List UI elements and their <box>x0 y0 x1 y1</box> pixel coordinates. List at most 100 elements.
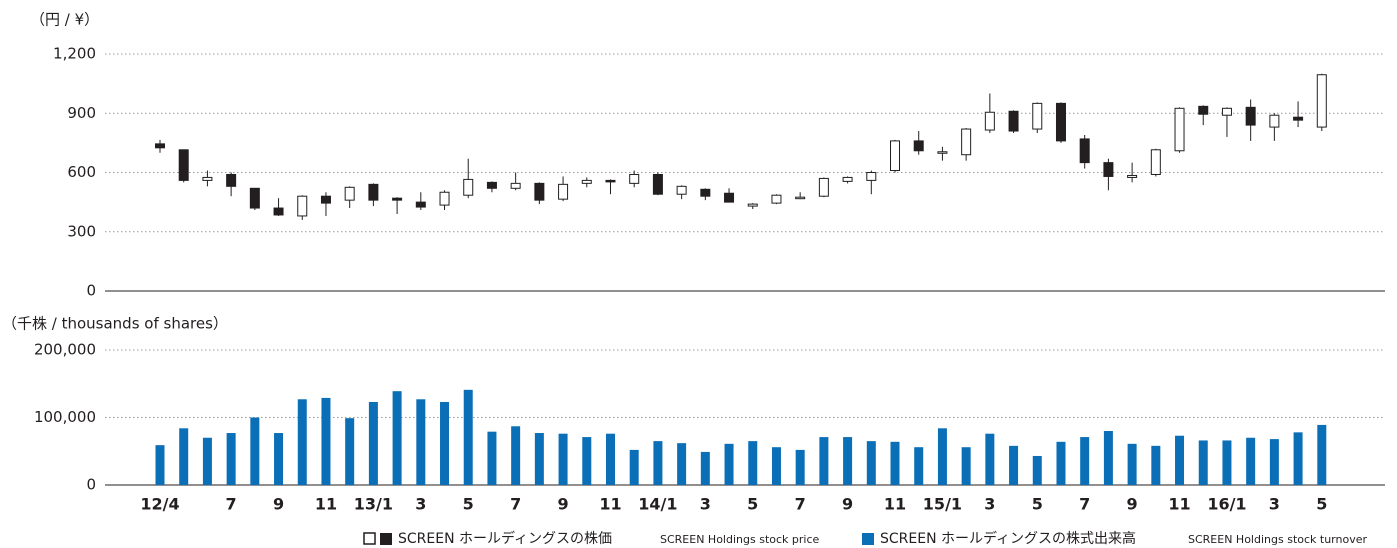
candle-body <box>368 183 379 201</box>
x-tick-label: 11 <box>884 495 906 514</box>
price-axis-title: （円 / ¥） <box>30 11 99 29</box>
candle-body <box>700 188 711 197</box>
bar <box>795 449 805 485</box>
bar <box>1009 445 1019 485</box>
candle-body <box>534 182 545 201</box>
bar <box>1317 424 1327 485</box>
candle-body <box>676 185 687 195</box>
bar <box>1198 440 1208 485</box>
bar <box>843 437 853 485</box>
bar <box>321 397 331 485</box>
candle-body <box>1316 74 1327 128</box>
candle-body <box>226 173 237 187</box>
candle-body <box>795 196 806 200</box>
candle-body <box>1198 105 1209 115</box>
bar <box>368 401 378 485</box>
x-tick-label: 14/1 <box>638 495 677 514</box>
candle-body <box>771 194 782 204</box>
bar <box>440 401 450 485</box>
candle-body <box>1269 114 1280 128</box>
candle-body <box>747 203 758 207</box>
x-tick-label: 11 <box>315 495 337 514</box>
y-tick-label: 0 <box>86 476 96 494</box>
candle-body <box>1032 102 1043 130</box>
legend-swatch-bar <box>862 533 874 545</box>
bar <box>226 433 236 485</box>
y-tick-label: 600 <box>67 163 96 181</box>
y-tick-label: 900 <box>67 104 96 122</box>
y-tick-label: 1,200 <box>53 45 96 63</box>
candle-body <box>1150 149 1161 175</box>
candle-body <box>273 207 284 216</box>
candle-body <box>1103 162 1114 177</box>
candle-body <box>463 178 474 196</box>
candle-body <box>1008 110 1019 132</box>
x-tick-label: 3 <box>1269 495 1280 514</box>
legend-swatch-up <box>363 532 376 545</box>
bar <box>534 433 544 485</box>
bar <box>1032 455 1042 485</box>
x-tick-label: 9 <box>842 495 853 514</box>
bar <box>558 433 568 485</box>
x-tick-label: 5 <box>1316 495 1327 514</box>
bar <box>914 447 924 485</box>
candle-body <box>1079 138 1090 164</box>
candle-body <box>961 128 972 156</box>
legend-label: SCREEN ホールディングスの株式出来高 <box>880 530 1136 547</box>
candle-body <box>178 149 189 181</box>
bar <box>1246 437 1256 485</box>
candle-body <box>1055 102 1066 142</box>
bar <box>961 447 971 485</box>
bar <box>605 433 615 485</box>
candle-body <box>344 186 355 201</box>
bar <box>748 441 758 485</box>
candle-body <box>1174 107 1185 152</box>
x-tick-label: 7 <box>226 495 237 514</box>
x-tick-label: 5 <box>463 495 474 514</box>
candle-body <box>1127 174 1138 178</box>
candle-body <box>1293 116 1304 121</box>
candle-body <box>1245 106 1256 126</box>
bar <box>1151 445 1161 485</box>
legend: SCREEN ホールディングスの株価 SCREEN Holdings stock… <box>363 530 1367 547</box>
x-tick-label: 11 <box>599 495 621 514</box>
candle-body <box>510 182 521 189</box>
bar <box>179 428 189 485</box>
candle-body <box>249 187 260 209</box>
bar <box>819 437 829 485</box>
candle-body <box>297 195 308 217</box>
bar <box>677 443 687 485</box>
bar <box>202 437 212 485</box>
bar <box>274 433 284 485</box>
candle-body <box>842 176 853 182</box>
candle-body <box>984 111 995 131</box>
bar <box>582 437 592 485</box>
candle-body <box>581 179 592 184</box>
bar <box>1127 443 1137 485</box>
candle-body <box>392 197 403 201</box>
candle-body <box>320 195 331 204</box>
x-tick-label: 11 <box>1168 495 1190 514</box>
x-tick-label: 3 <box>984 495 995 514</box>
bar <box>985 433 995 485</box>
bar <box>297 399 307 485</box>
x-tick-label: 13/1 <box>354 495 393 514</box>
x-tick-label: 3 <box>415 495 426 514</box>
x-tick-label: 15/1 <box>923 495 962 514</box>
legend-swatch-down <box>380 533 392 545</box>
y-tick-label: 100,000 <box>34 408 96 426</box>
bar <box>1056 441 1066 485</box>
bar <box>1080 437 1090 485</box>
x-tick-label: 3 <box>700 495 711 514</box>
x-tick-label: 5 <box>747 495 758 514</box>
candle-body <box>439 191 450 206</box>
bar <box>700 451 710 485</box>
bar <box>1175 435 1185 485</box>
candle-body <box>155 143 165 149</box>
candle-body <box>558 183 569 200</box>
y-tick-label: 0 <box>86 282 96 300</box>
x-tick-label: 7 <box>1079 495 1090 514</box>
bar <box>937 428 947 485</box>
bar <box>771 447 781 485</box>
candle-body <box>937 151 948 154</box>
